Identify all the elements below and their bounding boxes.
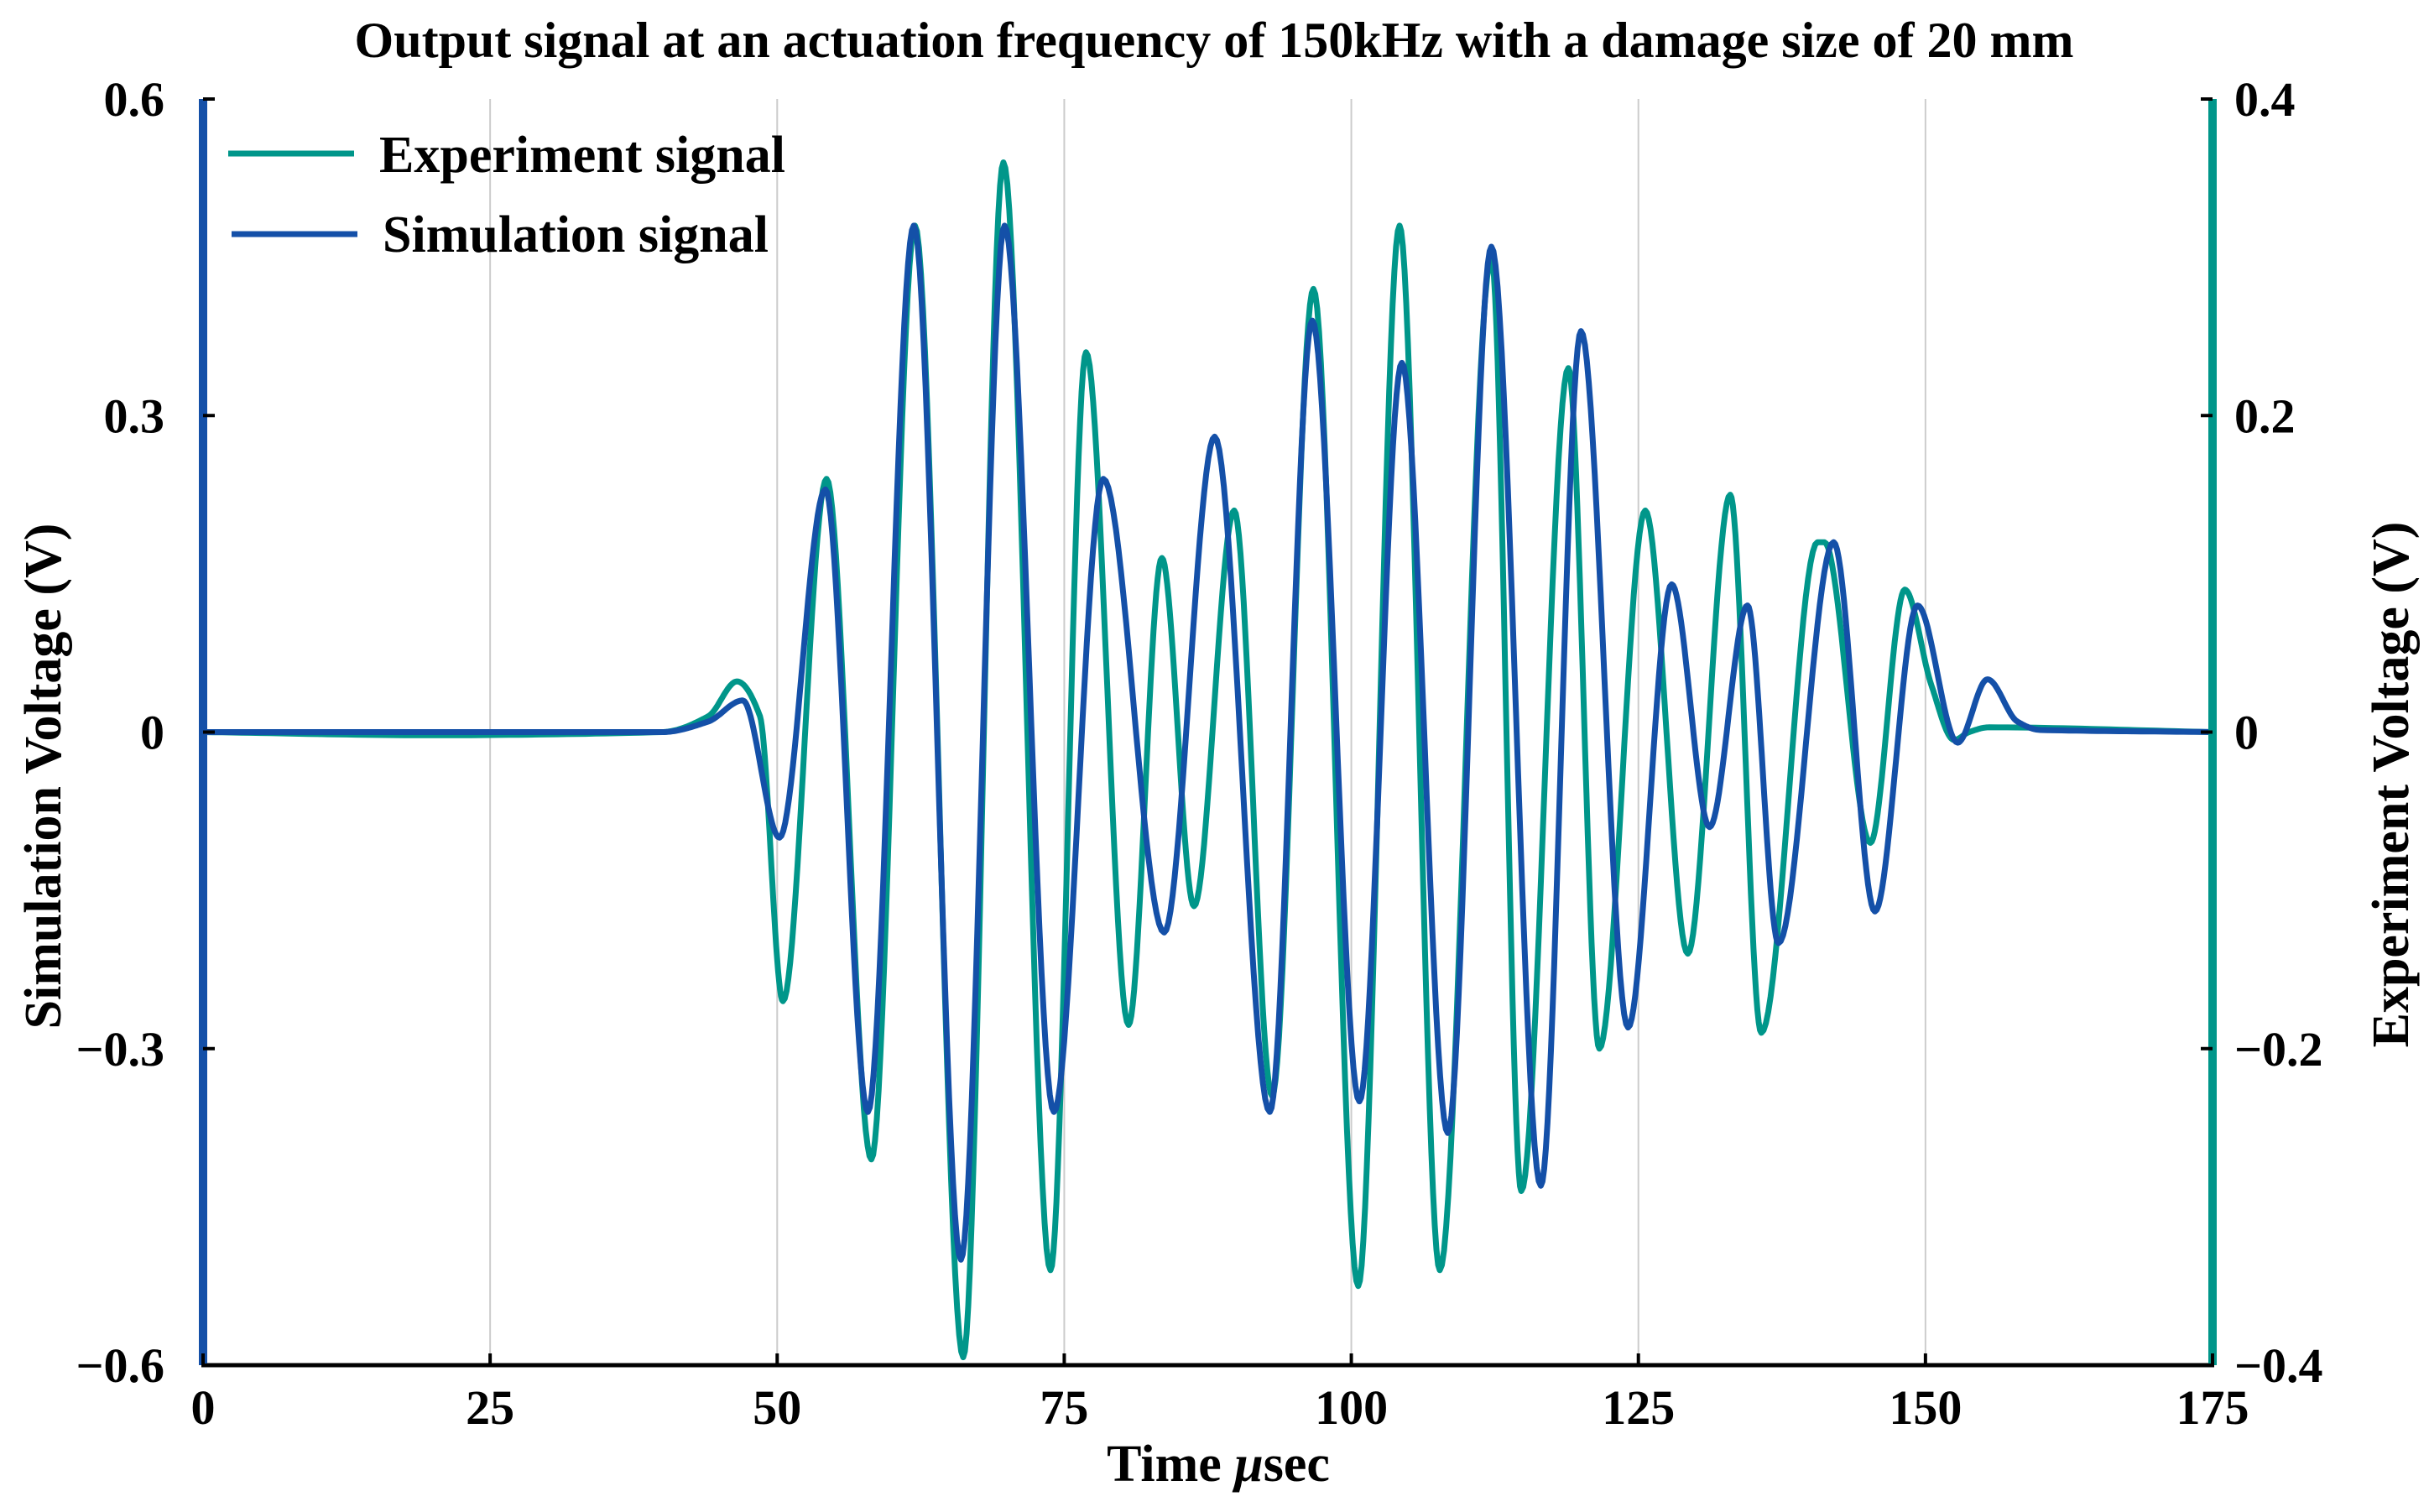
- legend-label-experiment: Experiment signal: [379, 127, 785, 184]
- y-left-tick-label-4: −0.6: [76, 1338, 164, 1393]
- tick-labels: 0 25 50 75 100 125 150 175 0.6 0.3 0 −0.3 −0.6 0.4 0.2…: [76, 72, 2322, 1435]
- x-tick-label-75: 75: [1040, 1380, 1088, 1435]
- x-tick-label-0: 0: [191, 1380, 216, 1435]
- series-line-simulation: [200, 222, 2216, 1263]
- y-right-tick-label-4: −0.4: [2234, 1338, 2323, 1393]
- series-lines: [200, 159, 2216, 1361]
- y-left-tick-label-2: 0: [140, 706, 164, 760]
- x-tick-label-25: 25: [466, 1380, 514, 1435]
- y-right-tick-label-1: 0.2: [2234, 388, 2296, 443]
- legend: Experiment signal Simulation signal: [228, 127, 785, 263]
- y-left-tick-label-3: −0.3: [76, 1022, 164, 1077]
- grid-lines: [489, 99, 1926, 1365]
- x-axis-label-suffix: sec: [1264, 1436, 1330, 1493]
- y-left-tick-label-0: 0.6: [104, 72, 165, 127]
- x-tick-label-175: 175: [2176, 1380, 2249, 1435]
- y-axis-label-right: Experiment Voltage (V): [2363, 522, 2420, 1048]
- x-tick-label-125: 125: [1602, 1380, 1675, 1435]
- y-right-tick-label-3: −0.2: [2234, 1022, 2323, 1077]
- y-left-tick-label-1: 0.3: [104, 388, 165, 443]
- x-tick-label-100: 100: [1315, 1380, 1388, 1435]
- y-right-tick-label-0: 0.4: [2234, 72, 2296, 127]
- y-axis-label-left: Simulation Voltage (V): [15, 524, 72, 1030]
- x-axis-label-prefix: Time: [1107, 1436, 1234, 1493]
- chart-title: Output signal at an actuation frequency …: [355, 13, 2074, 68]
- x-tick-label-150: 150: [1889, 1380, 1962, 1435]
- y-right-tick-label-2: 0: [2234, 706, 2259, 760]
- x-axis-label-unit-symbol: μ: [1232, 1436, 1263, 1493]
- x-tick-label-50: 50: [753, 1380, 801, 1435]
- legend-label-simulation: Simulation signal: [383, 206, 769, 263]
- series-line-experiment: [200, 159, 2216, 1361]
- x-axis-label: Time μsec: [1107, 1436, 1330, 1493]
